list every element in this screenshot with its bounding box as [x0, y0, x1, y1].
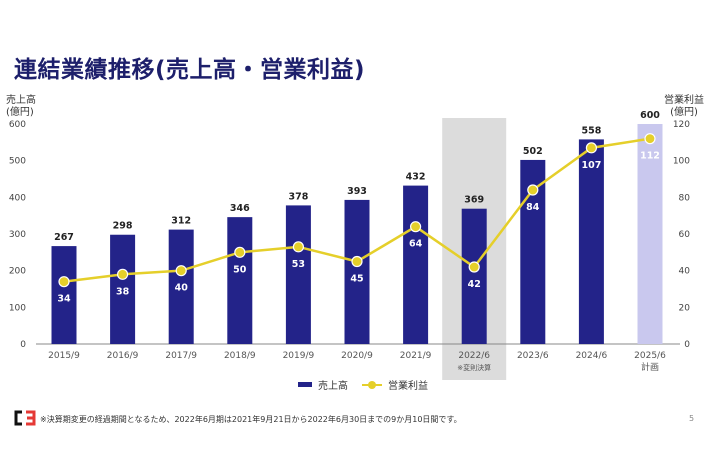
left-tick-label: 200	[9, 267, 26, 277]
bar-2015-9	[51, 246, 77, 344]
profit-value-label: 84	[526, 202, 540, 213]
right-tick-label: 0	[684, 340, 690, 350]
chart-legend: 売上高 営業利益	[298, 377, 428, 392]
bar-2017-9	[168, 229, 194, 344]
bar-value-label: 502	[523, 146, 543, 157]
profit-point-2016-9	[116, 268, 129, 280]
bar-value-label: 393	[347, 186, 367, 197]
profit-value-label: 112	[640, 151, 660, 162]
bar-2022-6	[461, 208, 487, 344]
page-number: 5	[689, 414, 695, 423]
left-tick-label: 0	[20, 340, 26, 350]
profit-value-label: 42	[468, 279, 481, 290]
right-tick-label: 80	[679, 193, 691, 203]
x-tick-label: 2024/6	[576, 351, 608, 361]
bar-value-label: 558	[581, 125, 601, 136]
profit-point-2022-6	[468, 261, 480, 273]
legend-bar-swatch	[298, 382, 312, 387]
profit-value-label: 34	[57, 294, 71, 305]
x-tick-label: 2025/6	[634, 351, 666, 361]
footnote: ※決算期変更の経過期間となるため、2022年6月期は2021年9月21日から20…	[40, 415, 462, 424]
x-tick-label: 2019/9	[283, 351, 315, 361]
legend-line-swatch	[362, 380, 382, 389]
profit-value-label: 107	[581, 160, 601, 171]
page-title: 連結業績推移(売上高・営業利益)	[14, 57, 366, 83]
left-tick-label: 300	[9, 230, 26, 240]
bar-2016-9	[110, 234, 136, 344]
profit-point-2025-6	[644, 133, 656, 145]
bar-2019-9	[285, 205, 311, 344]
profit-point-2015-9	[58, 276, 70, 288]
right-tick-label: 40	[679, 267, 691, 277]
legend-bar-label: 売上高	[318, 381, 348, 392]
bar-2025-6	[637, 124, 663, 344]
bar-value-label: 267	[54, 232, 74, 243]
right-tick-label: 60	[679, 230, 691, 240]
profit-point-2023-6	[527, 184, 539, 196]
profit-point-2019-9	[292, 241, 304, 253]
bar-value-label: 369	[464, 195, 484, 206]
x-tick-label: 2017/9	[165, 351, 197, 361]
profit-point-2017-9	[175, 265, 187, 277]
bar-value-label: 432	[406, 172, 426, 183]
right-axis-title: 営業利益 (億円)	[664, 95, 704, 119]
right-tick-label: 20	[679, 303, 691, 313]
bar-value-label: 378	[288, 191, 308, 202]
x-tick-label: 2015/9	[48, 351, 80, 361]
left-axis-title: 売上高 (億円)	[6, 95, 36, 119]
profit-value-label: 53	[292, 259, 305, 270]
profit-value-label: 40	[175, 283, 189, 294]
left-axis-title-line2: (億円)	[6, 107, 34, 118]
profit-value-label: 45	[350, 274, 363, 285]
bar-2024-6	[578, 139, 604, 344]
x-tick-sublabel: 計画	[641, 361, 659, 373]
legend-line-label: 営業利益	[388, 381, 428, 392]
left-tick-label: 500	[9, 157, 26, 167]
company-logo	[14, 410, 36, 426]
bar-value-label: 298	[113, 221, 133, 232]
x-tick-label: 2018/9	[224, 351, 256, 361]
right-tick-label: 120	[673, 120, 690, 130]
bar-value-label: 312	[171, 216, 191, 227]
right-axis-title-line2: (億円)	[670, 107, 698, 118]
x-tick-sublabel: ※変則決算	[457, 363, 491, 372]
right-tick-label: 100	[673, 157, 690, 167]
x-tick-label: 2023/6	[517, 351, 549, 361]
x-tick-label: 2022/6	[458, 351, 490, 361]
bar-value-label: 346	[230, 203, 250, 214]
profit-value-label: 64	[409, 239, 423, 250]
bar-2018-9	[227, 217, 253, 344]
profit-value-label: 50	[233, 264, 247, 275]
x-tick-label: 2020/9	[341, 351, 373, 361]
x-tick-label: 2021/9	[400, 351, 432, 361]
bar-2021-9	[403, 185, 429, 344]
left-tick-label: 100	[9, 303, 26, 313]
bar-2020-9	[344, 199, 370, 344]
profit-value-label: 38	[116, 286, 130, 297]
left-axis-title-line1: 売上高	[6, 95, 36, 106]
profit-point-2018-9	[234, 246, 246, 258]
left-tick-label: 400	[9, 193, 26, 203]
profit-point-2020-9	[351, 255, 363, 268]
bar-value-label: 600	[640, 110, 660, 121]
right-axis-title-line1: 営業利益	[664, 95, 704, 106]
profit-point-2024-6	[585, 142, 598, 154]
profit-point-2021-9	[410, 221, 422, 233]
left-tick-label: 600	[9, 120, 26, 130]
x-tick-label: 2016/9	[107, 351, 139, 361]
